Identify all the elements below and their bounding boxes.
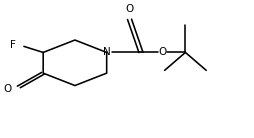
Text: O: O <box>125 4 134 14</box>
Text: N: N <box>103 47 110 57</box>
Text: F: F <box>10 40 16 50</box>
Text: O: O <box>4 84 12 94</box>
Text: O: O <box>158 47 167 57</box>
